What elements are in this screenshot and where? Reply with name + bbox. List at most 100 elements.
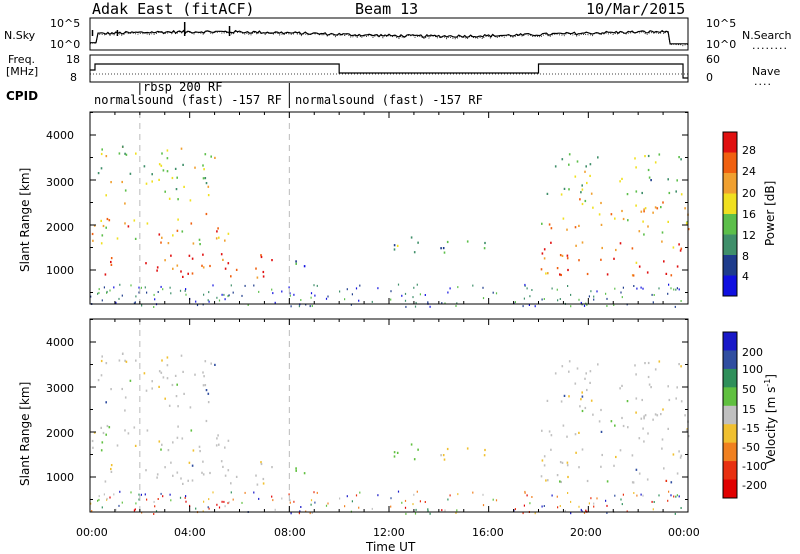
- noise-cell: [680, 300, 682, 302]
- noise-cell: [351, 293, 353, 296]
- noise-cell: [106, 497, 108, 500]
- velocity-cell: [210, 362, 212, 365]
- noise-cell: [675, 288, 677, 291]
- velocity-cell: [176, 436, 179, 439]
- power-cell: [663, 260, 665, 263]
- noise-cell: [652, 301, 654, 304]
- power-cell: [550, 227, 553, 230]
- velocity-cell: [589, 370, 592, 373]
- nave-legend: ....: [754, 75, 772, 88]
- velocity-cell: [581, 448, 584, 451]
- power-cell: [660, 206, 662, 209]
- noise-cell: [109, 289, 111, 292]
- velocity-cell: [641, 398, 643, 402]
- velocity-cell: [541, 429, 543, 432]
- power-cell: [145, 262, 147, 265]
- velocity-cell: [124, 396, 127, 399]
- noise-cell: [253, 284, 255, 287]
- noise-cell: [113, 286, 115, 289]
- noise-cell: [244, 491, 246, 494]
- noise-cell: [674, 512, 676, 515]
- velocity-cell: [562, 424, 565, 427]
- velocity-cell: [610, 420, 613, 423]
- power-cell: [164, 190, 166, 193]
- noise-cell: [668, 283, 670, 286]
- power-cell: [124, 152, 126, 155]
- power-cell: [255, 267, 257, 270]
- noise-cell: [300, 299, 302, 301]
- power-cell: [214, 156, 216, 159]
- noise-cell: [414, 305, 417, 308]
- velocity-cell: [667, 385, 669, 388]
- noise-cell: [135, 295, 137, 298]
- noise-cell: [636, 287, 638, 290]
- velocity-cell: [586, 388, 588, 392]
- noise-cell: [413, 493, 415, 496]
- power-cell: [97, 172, 100, 175]
- noise-cell: [160, 492, 162, 495]
- noise-cell: [90, 502, 92, 505]
- noise-cell: [482, 493, 484, 496]
- noise-cell: [103, 286, 105, 289]
- noise-cell: [119, 490, 121, 493]
- noise-cell: [232, 498, 234, 501]
- noise-cell: [404, 299, 407, 302]
- noise-cell: [642, 287, 644, 290]
- noise-cell: [140, 493, 142, 496]
- noise-cell: [203, 500, 205, 503]
- power-cell: [198, 238, 201, 241]
- power-cell: [446, 240, 449, 244]
- velocity-cell: [158, 440, 161, 443]
- power-cell: [180, 147, 183, 150]
- velocity-cell: [417, 448, 419, 451]
- noise-cell: [658, 287, 660, 290]
- velocity-cell: [566, 435, 568, 438]
- power-cell: [581, 188, 584, 191]
- power-cell: [151, 173, 153, 176]
- noise-cell: [377, 494, 379, 497]
- power-cell: [622, 217, 625, 221]
- noise-cell: [212, 491, 214, 494]
- power-cell: [215, 237, 218, 240]
- noise-cell: [218, 506, 221, 509]
- power-cell: [100, 152, 103, 156]
- velocity-cell: [581, 409, 584, 413]
- noise-cell: [559, 505, 561, 507]
- velocity-cell: [177, 425, 179, 428]
- velocity-cell: [592, 413, 594, 416]
- power-cell: [106, 217, 109, 221]
- velocity-panel-frame: [89, 318, 689, 513]
- noise-cell: [103, 493, 105, 496]
- noise-cell: [216, 296, 218, 299]
- noise-cell: [472, 491, 474, 494]
- noise-cell: [586, 303, 588, 306]
- velocity-cell: [648, 383, 651, 386]
- noise-cell: [115, 508, 117, 511]
- velocity-cell: [145, 469, 147, 472]
- power-cell: [168, 197, 171, 200]
- noise-cell: [298, 305, 300, 308]
- noise-cell: [390, 290, 392, 293]
- power-cell: [101, 148, 103, 151]
- power-cell: [176, 176, 178, 179]
- power-cell: [635, 190, 638, 193]
- noise-cell: [113, 493, 115, 496]
- velocity-cell: [145, 389, 148, 392]
- power-cell: [191, 257, 194, 260]
- noise-cell: [447, 498, 449, 501]
- velocity-cell: [632, 481, 635, 484]
- velocity-cell: [680, 454, 683, 457]
- ground-scatter-noise: [90, 283, 682, 515]
- noise-cell: [636, 494, 638, 497]
- noise-cell: [184, 496, 186, 499]
- noise-cell: [311, 512, 313, 514]
- velocity-cell: [413, 458, 416, 461]
- noise-cell: [412, 503, 414, 506]
- noise-cell: [583, 511, 586, 514]
- velocity-cell: [597, 363, 599, 366]
- noise-cell: [316, 284, 318, 287]
- velocity-cell: [634, 364, 636, 367]
- velocity-cell: [566, 464, 569, 467]
- vel-cbar-tick-neg50: -50: [742, 441, 760, 454]
- velocity-cell: [621, 384, 623, 387]
